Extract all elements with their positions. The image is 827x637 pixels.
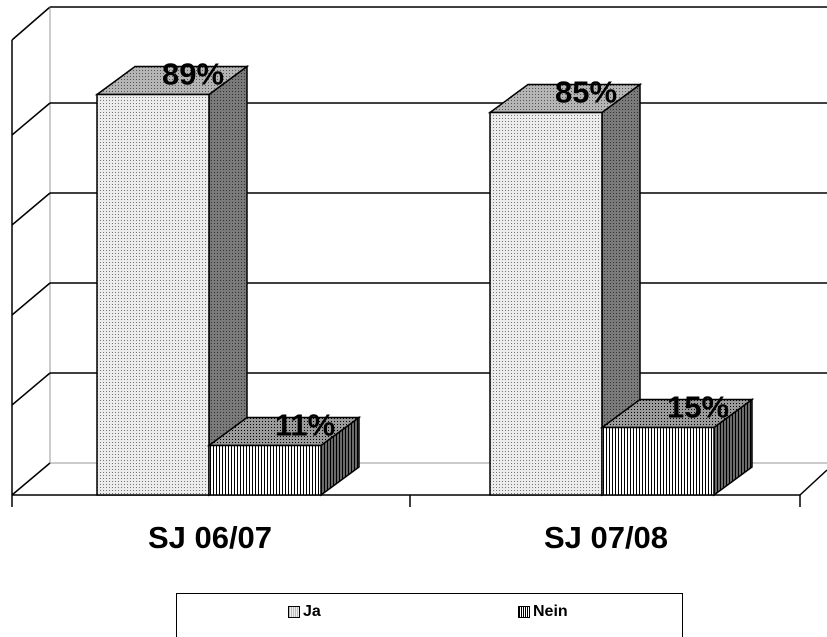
category-label-sj-06-07: SJ 06/07 [148,520,272,555]
bar-ja-sj-06-07 [94,65,250,497]
legend-swatch-ja [288,606,300,618]
gridline-side-60 [11,192,51,226]
gridline-side-40 [11,282,51,316]
bar-chart: 89% 11% 85% 15% SJ 06/07 SJ 07/08 [11,6,827,555]
data-label-nein-sj-07-08: 15% [667,390,729,425]
data-label-ja-sj-07-08: 85% [555,75,617,110]
legend-item-ja: Ja [288,603,321,621]
data-labels: 89% 11% 85% 15% [162,57,729,443]
bars [94,65,755,497]
data-label-ja-sj-06-07: 89% [162,57,224,92]
category-label-sj-07-08: SJ 07/08 [544,520,668,555]
bar-front-ja-sj-06-07 [96,93,210,496]
bar-front-nein-sj-06-07 [208,444,322,496]
bar-front-ja-sj-07-08 [489,111,603,496]
gridline-side-20 [11,372,51,406]
bar-nein-sj-06-07 [206,416,362,497]
gridline-side-80 [11,102,51,136]
legend-item-nein: Nein [518,603,568,621]
legend-swatch-nein [518,606,530,618]
legend-label-nein: Nein [533,603,568,620]
legend-label-ja: Ja [303,603,321,620]
x-axis-labels: SJ 06/07 SJ 07/08 [148,520,668,555]
bar-nein-sj-07-08 [599,398,755,497]
data-label-nein-sj-06-07: 11% [275,408,335,443]
bar-ja-sj-07-08 [487,83,643,497]
legend: Ja Nein [176,593,683,637]
bar-front-nein-sj-07-08 [601,426,715,496]
